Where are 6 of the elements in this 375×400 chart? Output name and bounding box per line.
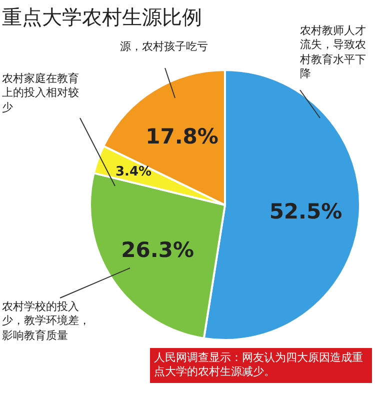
annotation: 人民网调查显示：网友认为四大原因造成重点大学的农村生源减少。 [150, 348, 372, 383]
annotation: 农村教师人才流失，导致农村教育水平下降 [300, 24, 367, 82]
annotation: 农村家庭在教育上的投入相对较少 [2, 72, 80, 115]
annotation: 农村学校的投入少，教学环境差，影响教育质量 [2, 300, 91, 343]
annotation: 源，农村孩子吃亏 [120, 40, 209, 54]
title: 重点大学农村生源比例 [2, 4, 202, 30]
